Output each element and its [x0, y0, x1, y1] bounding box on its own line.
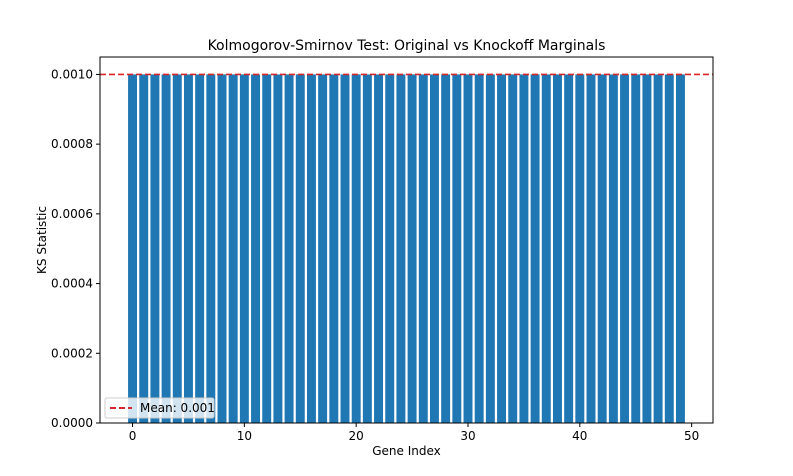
bar-gene-31 [474, 74, 484, 423]
bar-gene-14 [284, 74, 294, 423]
bar-gene-16 [306, 74, 316, 423]
bar-gene-33 [497, 74, 507, 423]
bar-gene-12 [262, 74, 272, 423]
bar-gene-43 [608, 74, 618, 423]
y-tick-label: 0.0000 [51, 416, 93, 430]
bar-gene-9 [228, 74, 238, 423]
bar-gene-11 [251, 74, 261, 423]
bar-gene-48 [664, 74, 674, 423]
x-axis: 0 10 20 30 40 50 [129, 423, 699, 443]
x-tick-label: 10 [237, 429, 252, 443]
bar-gene-36 [530, 74, 540, 423]
x-tick-label: 30 [460, 429, 475, 443]
bar-gene-35 [519, 74, 529, 423]
bar-gene-7 [206, 74, 216, 423]
bar-gene-46 [642, 74, 652, 423]
bar-gene-4 [172, 74, 182, 423]
bar-gene-27 [429, 74, 439, 423]
bar-gene-22 [374, 74, 384, 423]
bar-gene-49 [675, 74, 685, 423]
x-tick-label: 20 [349, 429, 364, 443]
x-axis-label: Gene Index [372, 444, 441, 458]
bar-gene-17 [318, 74, 328, 423]
bar-gene-10 [239, 74, 249, 423]
bar-gene-18 [329, 74, 339, 423]
bar-gene-28 [441, 74, 451, 423]
y-axis-label: KS Statistic [35, 206, 49, 274]
y-tick-label: 0.0006 [51, 207, 93, 221]
y-axis: 0.0000 0.0002 0.0004 0.0006 0.0008 0.0010 [51, 67, 100, 430]
legend-label-mean: Mean: 0.001 [140, 401, 215, 415]
bar-gene-39 [564, 74, 574, 423]
bar-gene-8 [217, 74, 227, 423]
bar-gene-24 [396, 74, 406, 423]
bar-gene-2 [150, 74, 160, 423]
bar-gene-30 [463, 74, 473, 423]
bar-gene-1 [139, 74, 149, 423]
bar-gene-19 [340, 74, 350, 423]
bar-gene-6 [195, 74, 205, 423]
bar-gene-47 [653, 74, 663, 423]
bar-gene-42 [597, 74, 607, 423]
bar-gene-37 [541, 74, 551, 423]
bars-group [128, 74, 685, 423]
x-tick-label: 40 [572, 429, 587, 443]
bar-gene-29 [452, 74, 462, 423]
bar-gene-0 [128, 74, 138, 423]
bar-gene-15 [295, 74, 305, 423]
chart-title: Kolmogorov-Smirnov Test: Original vs Kno… [208, 38, 606, 54]
bar-gene-41 [586, 74, 596, 423]
bar-gene-38 [552, 74, 562, 423]
y-tick-label: 0.0010 [51, 67, 93, 81]
bar-gene-3 [161, 74, 171, 423]
legend: Mean: 0.001 [104, 397, 215, 419]
bar-gene-20 [351, 74, 361, 423]
bar-gene-26 [418, 74, 428, 423]
x-tick-label: 0 [129, 429, 137, 443]
bar-gene-23 [385, 74, 395, 423]
y-tick-label: 0.0002 [51, 346, 93, 360]
bar-gene-45 [631, 74, 641, 423]
bar-gene-32 [485, 74, 495, 423]
bar-gene-40 [575, 74, 585, 423]
bar-gene-25 [407, 74, 417, 423]
bar-gene-44 [620, 74, 630, 423]
legend-box [104, 397, 215, 419]
bar-gene-13 [273, 74, 283, 423]
bar-gene-21 [362, 74, 372, 423]
bar-gene-34 [508, 74, 518, 423]
bar-gene-5 [183, 74, 193, 423]
y-tick-label: 0.0004 [51, 277, 93, 291]
x-tick-label: 50 [684, 429, 699, 443]
plot-frame [99, 56, 714, 424]
y-tick-label: 0.0008 [51, 137, 93, 151]
